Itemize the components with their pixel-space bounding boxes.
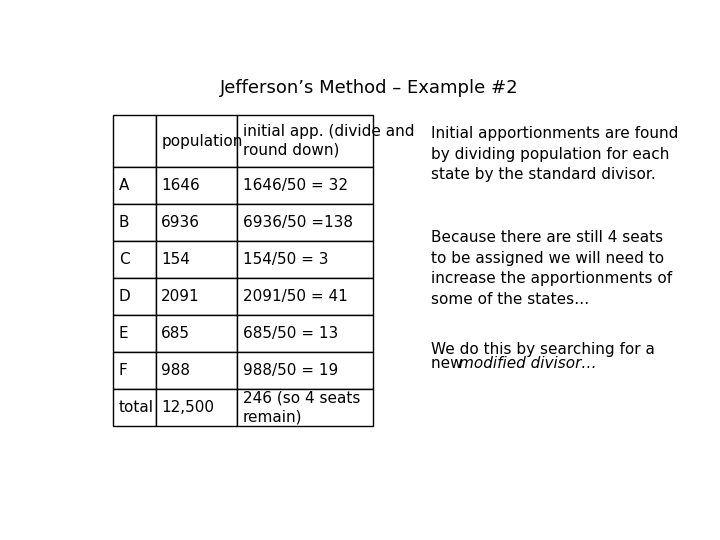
Text: 12,500: 12,500 (161, 400, 215, 415)
Bar (156, 352, 238, 389)
Bar (113, 315, 156, 352)
Text: Jefferson’s Method – Example #2: Jefferson’s Method – Example #2 (220, 79, 518, 97)
Bar (113, 389, 156, 426)
Bar (113, 204, 156, 241)
Text: 6936/50 =138: 6936/50 =138 (243, 215, 353, 230)
Bar (238, 278, 373, 315)
Text: 1646: 1646 (161, 178, 200, 193)
Text: 246 (so 4 seats
remain): 246 (so 4 seats remain) (243, 390, 360, 424)
Text: F: F (119, 363, 127, 378)
Bar (238, 241, 373, 278)
Bar (238, 115, 373, 167)
Text: modified divisor…: modified divisor… (459, 355, 597, 370)
Text: 988: 988 (161, 363, 190, 378)
Text: initial app. (divide and
round down): initial app. (divide and round down) (243, 124, 414, 158)
Bar (113, 352, 156, 389)
Text: total: total (119, 400, 153, 415)
Bar (113, 241, 156, 278)
Bar (113, 278, 156, 315)
Bar (156, 278, 238, 315)
Bar (113, 167, 156, 204)
Bar (238, 204, 373, 241)
Text: population: population (161, 133, 243, 148)
Bar (156, 115, 238, 167)
Bar (156, 241, 238, 278)
Bar (156, 204, 238, 241)
Bar (156, 167, 238, 204)
Bar (238, 315, 373, 352)
Bar (238, 352, 373, 389)
Text: 2091/50 = 41: 2091/50 = 41 (243, 289, 348, 304)
Text: Initial apportionments are found
by dividing population for each
state by the st: Initial apportionments are found by divi… (431, 126, 678, 182)
Text: 2091: 2091 (161, 289, 200, 304)
Text: 154/50 = 3: 154/50 = 3 (243, 252, 328, 267)
Text: A: A (119, 178, 129, 193)
Text: C: C (119, 252, 130, 267)
Text: D: D (119, 289, 130, 304)
Text: 1646/50 = 32: 1646/50 = 32 (243, 178, 348, 193)
Bar (156, 315, 238, 352)
Text: 685/50 = 13: 685/50 = 13 (243, 326, 338, 341)
Text: 6936: 6936 (161, 215, 200, 230)
Bar (238, 167, 373, 204)
Bar (156, 389, 238, 426)
Text: 154: 154 (161, 252, 190, 267)
Text: B: B (119, 215, 129, 230)
Text: Because there are still 4 seats
to be assigned we will need to
increase the appo: Because there are still 4 seats to be as… (431, 231, 672, 307)
Bar (113, 115, 156, 167)
Text: 685: 685 (161, 326, 190, 341)
Bar (238, 389, 373, 426)
Text: 988/50 = 19: 988/50 = 19 (243, 363, 338, 378)
Text: new: new (431, 355, 467, 370)
Text: E: E (119, 326, 128, 341)
Text: We do this by searching for a: We do this by searching for a (431, 342, 655, 357)
